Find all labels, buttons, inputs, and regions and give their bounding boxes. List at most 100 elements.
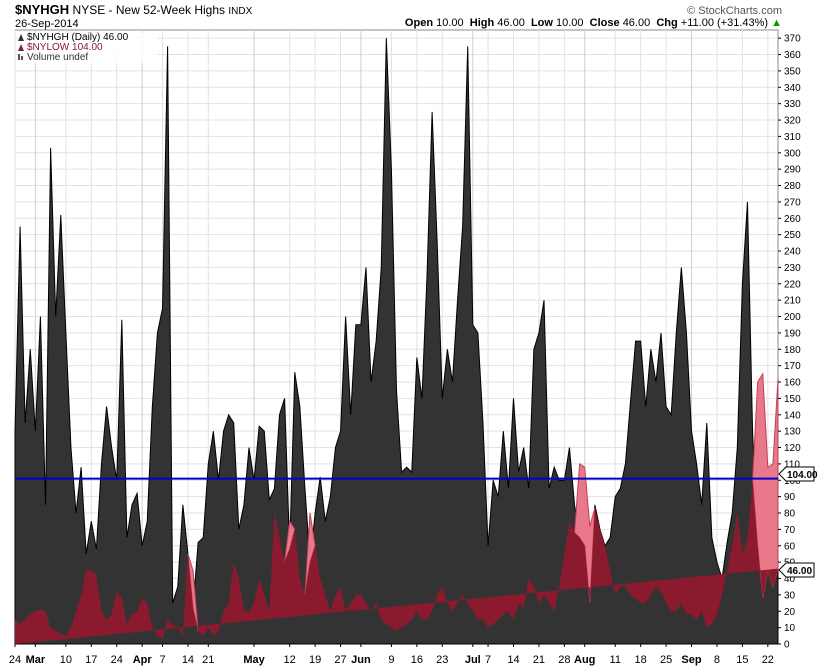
x-tick-label: 16 [411,654,423,666]
y-tick-label: 350 [784,66,801,77]
nylow-price-tag: 104.00 [778,466,818,482]
y-tick-label: 110 [784,459,800,470]
nyhgh-price-tag-text: 46.00 [787,566,812,577]
x-tick-label: 14 [182,654,194,666]
y-tick-label: 240 [784,247,801,258]
last-value-tags: 104.00 46.00 [778,466,818,578]
x-tick-label: Jun [351,654,371,666]
y-tick-label: 300 [784,148,801,159]
close-value: 46.00 [622,17,651,29]
x-tick-label: 15 [736,654,748,666]
y-tick-label: 210 [784,296,801,307]
symbol-label: $NYHGH [15,2,70,17]
x-tick-label: 8 [714,654,720,666]
up-arrow-icon: ▲ [771,17,782,29]
x-tick-label: 21 [533,654,545,666]
nylow-price-tag-text: 104.00 [787,470,818,481]
volume-legend-icon-2 [21,56,23,60]
y-tick-label: 40 [784,574,796,585]
nyhgh-price-tag: 46.00 [778,562,815,578]
x-tick-label: Apr [133,654,153,666]
y-tick-label: 310 [784,132,801,143]
x-tick-label: 24 [9,654,21,666]
legend-volume: Volume undef [27,52,88,63]
legend-nylow: $NYLOW 104.00 [27,42,103,53]
y-tick-label: 70 [784,525,796,536]
date-label: 26-Sep-2014 [15,18,79,30]
y-tick-label: 180 [784,345,801,356]
legend-nyhgh: $NYHGH (Daily) 46.00 [27,32,129,43]
x-tick-label: 17 [85,654,97,666]
y-tick-label: 370 [784,34,801,45]
series-layer [14,38,779,645]
x-tick-label: 27 [334,654,346,666]
y-tick-label: 340 [784,83,801,94]
y-tick-label: 60 [784,541,796,552]
close-label: Close [589,17,620,29]
y-tick-label: 190 [784,328,801,339]
nylow-price-tag-shape [778,466,815,482]
x-axis: 24 Mar 10 17 24 Apr 7 14 21 May 12 19 27 Jun 9 16 23 Jul 7… [9,644,774,666]
x-tick-label: 24 [111,654,123,666]
x-tick-label: May [243,654,265,666]
y-tick-label: 360 [784,50,801,61]
x-tick-label: 18 [635,654,647,666]
y-axis: 0102030405060708090100110120130140150160… [778,34,801,651]
x-tick-label: Sep [681,654,701,666]
y-tick-label: 280 [784,181,801,192]
y-tick-label: 120 [784,443,801,454]
x-tick-label: 7 [485,654,491,666]
legend-box [18,33,158,63]
exchange-label: INDX [228,6,253,17]
nylow-legend-icon [18,44,24,51]
x-tick-label: Jul [465,654,481,666]
open-label: Open [404,17,434,29]
legend: $NYHGH (Daily) 46.00 $NYLOW 104.00 Volum… [18,32,158,63]
y-tick-label: 10 [784,623,796,634]
y-tick-label: 30 [784,590,796,601]
y-tick-label: 90 [784,492,796,503]
x-tick-label: 14 [507,654,519,666]
y-tick-label: 320 [784,116,801,127]
y-tick-label: 330 [784,99,801,110]
y-tick-label: 260 [784,214,801,225]
y-tick-label: 230 [784,263,801,274]
x-tick-label: 19 [309,654,321,666]
y-tick-label: 200 [784,312,801,323]
x-tick-label: Mar [26,654,46,666]
y-tick-label: 250 [784,230,801,241]
x-tick-label: 11 [610,654,621,666]
description-label: NYSE - New 52-Week Highs [72,3,226,17]
low-label: Low [530,17,553,29]
y-tick-label: 80 [784,509,796,520]
chg-value: +11.00 (+31.43%) [680,17,769,29]
y-tick-label: 150 [784,394,801,405]
volume-legend-icon [18,54,20,60]
x-tick-label: 28 [558,654,570,666]
x-tick-label: 7 [159,654,165,666]
chg-label: Chg [656,17,678,29]
y-tick-label: 160 [784,378,801,389]
x-tick-label: 12 [284,654,296,666]
chart-title-row: $NYHGH NYSE - New 52-Week Highs INDX [15,2,252,17]
ohlc-readout: Open 10.00 High 46.00 Low 10.00 Close 46… [405,17,782,29]
x-tick-label: 10 [60,654,72,666]
x-tick-label: 21 [202,654,214,666]
y-tick-label: 140 [784,410,801,421]
x-tick-label: 9 [388,654,394,666]
high-value: 46.00 [497,17,525,29]
x-tick-label: 25 [660,654,672,666]
nyhgh-price-tag-shape [778,562,815,578]
y-tick-label: 290 [784,165,801,176]
x-tick-label: Aug [574,654,595,666]
nylow-area [15,480,778,644]
open-value: 10.00 [436,17,464,29]
high-label: High [469,17,495,29]
x-tick-label: 22 [762,654,774,666]
brand-watermark: © StockCharts.com [687,5,782,17]
y-tick-label: 130 [784,427,801,438]
y-tick-label: 270 [784,197,801,208]
x-tick-label: 23 [436,654,448,666]
y-tick-label: 20 [784,607,796,618]
